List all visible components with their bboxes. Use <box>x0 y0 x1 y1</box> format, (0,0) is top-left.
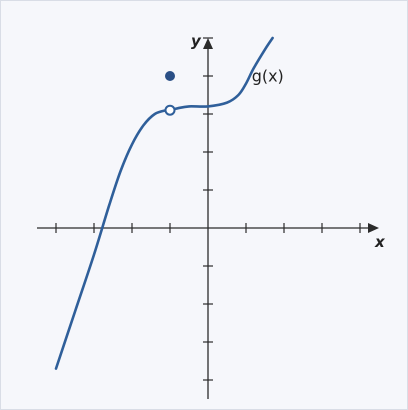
y-axis-label: y <box>191 32 202 50</box>
y-axis-arrow <box>203 38 213 49</box>
x-axis-arrow <box>368 223 379 233</box>
x-axis-label: x <box>374 233 386 251</box>
series-g-curve <box>54 36 274 370</box>
closed-point <box>165 71 175 81</box>
open-point <box>164 104 176 116</box>
function-label: g(x) <box>252 67 284 86</box>
